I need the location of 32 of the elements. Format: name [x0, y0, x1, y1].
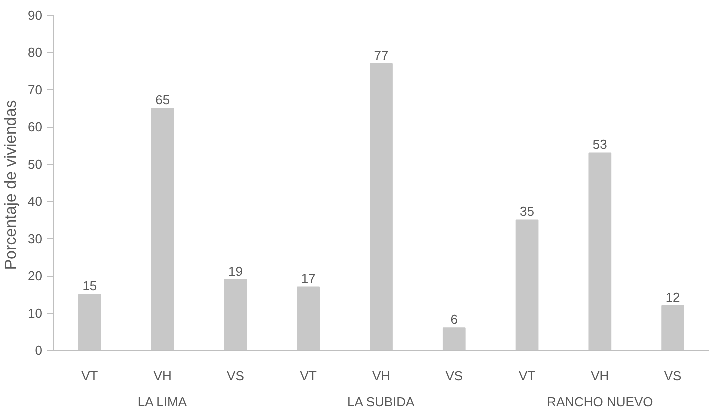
text: RANCHO NUEVO — [547, 394, 654, 410]
data-label: 53 — [592, 137, 608, 152]
text: LA LIMA — [138, 394, 188, 410]
y-tick-label: 60 — [28, 120, 43, 135]
x-tick-label: VT — [518, 368, 536, 384]
data-label: 19 — [228, 264, 243, 279]
data-label: 6 — [450, 312, 458, 328]
y-tick-label: 70 — [28, 82, 43, 98]
y-tick-label: 90 — [28, 8, 43, 23]
y-axis-title: Porcentaje de viviendas — [3, 100, 20, 270]
y-tick-label: 40 — [28, 194, 43, 210]
x-tick-label: VH — [372, 368, 391, 384]
x-tick-label: VT — [300, 368, 317, 384]
y-tick-label: 0 — [35, 343, 43, 358]
x-tick-label: VT — [82, 368, 98, 384]
y-tick-label: 20 — [28, 268, 43, 284]
text: LA SUBIDA — [348, 394, 416, 410]
y-tick-label: 80 — [28, 45, 43, 60]
data-label: 17 — [301, 271, 316, 286]
y-tick-label: 10 — [28, 306, 43, 321]
data-label: 65 — [156, 92, 170, 108]
x-tick-label: VS — [227, 368, 245, 384]
x-tick-label: VH — [154, 368, 172, 384]
data-label: 15 — [82, 278, 98, 294]
y-tick-label: 50 — [28, 156, 43, 172]
x-tick-label: VH — [591, 368, 610, 384]
y-tick-label: 30 — [28, 231, 43, 246]
data-label: 35 — [520, 204, 535, 220]
data-label: 12 — [666, 290, 680, 305]
x-tick-label: VS — [446, 368, 464, 384]
x-tick-label: VS — [664, 368, 682, 384]
data-label: 77 — [374, 48, 389, 63]
